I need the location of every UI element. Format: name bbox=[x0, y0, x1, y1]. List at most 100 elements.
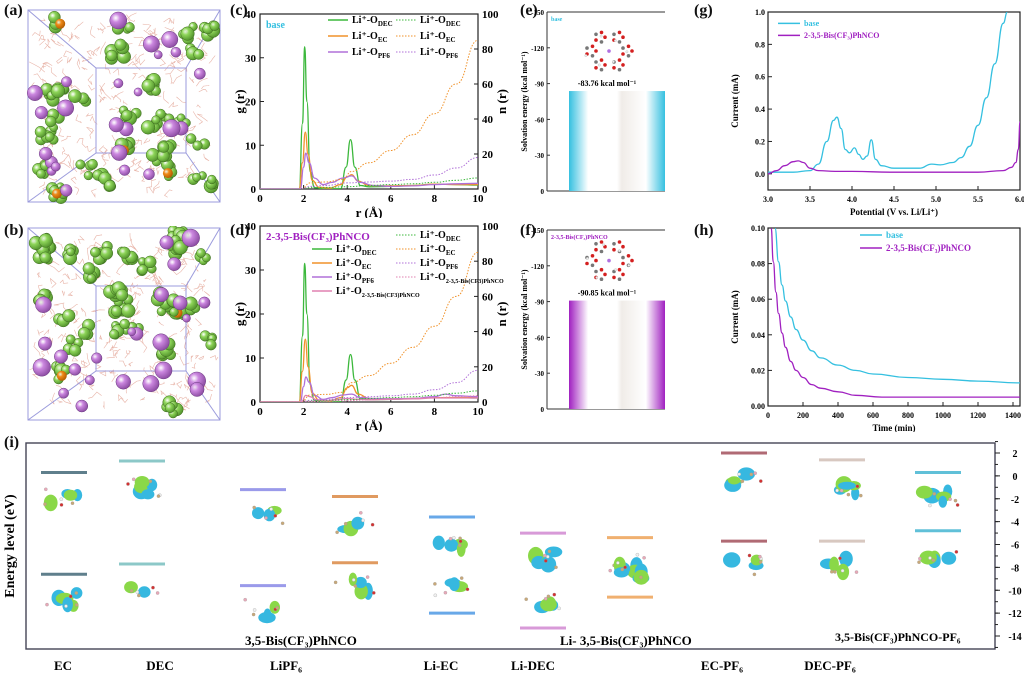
solvent-molecule bbox=[86, 50, 92, 57]
solvent-molecule bbox=[208, 381, 216, 389]
fluorine-atom-sphere bbox=[118, 246, 131, 259]
atom bbox=[840, 568, 845, 573]
atom bbox=[155, 591, 160, 595]
atom bbox=[594, 38, 598, 42]
x-axis-label: Time (min) bbox=[872, 423, 915, 432]
chart-title: base bbox=[551, 17, 563, 23]
atom bbox=[59, 497, 64, 501]
atom bbox=[252, 505, 256, 510]
legend-label: Li⁺-ODEC bbox=[420, 15, 461, 28]
y2-tick-label: 60 bbox=[482, 291, 494, 303]
atom bbox=[135, 590, 140, 594]
atom bbox=[612, 242, 616, 246]
atom bbox=[243, 597, 247, 602]
molecule-orbital-group bbox=[520, 531, 566, 630]
solvent-molecule bbox=[116, 263, 125, 276]
legend-label-main: Li⁺-O bbox=[336, 272, 362, 283]
atom bbox=[544, 559, 548, 563]
solvent-molecule bbox=[169, 54, 182, 65]
lithium-ion-sphere bbox=[198, 296, 211, 309]
solvent-molecule bbox=[196, 285, 204, 292]
panel-label-a: (a) bbox=[4, 2, 23, 19]
legend-label: Li⁺-OEC bbox=[420, 31, 456, 44]
atom bbox=[839, 488, 844, 493]
solvent-molecule bbox=[114, 349, 121, 359]
lithium-ion-sphere bbox=[119, 164, 131, 176]
solvent-molecule bbox=[195, 318, 202, 326]
panel-label-b: (b) bbox=[4, 222, 24, 239]
series-line-li-o-ec-g-r- bbox=[260, 338, 478, 402]
molecule-orbital-group bbox=[119, 459, 165, 598]
legend-label-sub: 2-3,5-Bis(CF3)PhNCO bbox=[362, 292, 420, 299]
atom bbox=[835, 488, 839, 493]
atom bbox=[621, 244, 625, 249]
fluorine-atom-sphere bbox=[140, 120, 156, 135]
legend-label-main: Li⁺-O bbox=[420, 47, 446, 58]
legend-label: Li⁺-OEC bbox=[336, 258, 372, 271]
atom bbox=[443, 590, 448, 595]
legend-label-main: Li⁺-O bbox=[420, 244, 446, 255]
atom bbox=[353, 584, 358, 588]
plot-frame bbox=[25, 442, 996, 650]
solvation-chart-f: 0 -30 -60 -90 -120 -150 Solvation energy (kcal… bbox=[520, 227, 665, 414]
atom bbox=[273, 514, 278, 518]
box-edge bbox=[27, 152, 97, 203]
solvent-molecule bbox=[132, 59, 139, 66]
atom bbox=[64, 604, 68, 608]
atom bbox=[546, 594, 551, 599]
atom bbox=[370, 522, 375, 527]
fluorine-atom-sphere bbox=[62, 309, 76, 323]
fluorine-atom-sphere bbox=[164, 402, 176, 413]
solvent-molecule bbox=[67, 291, 73, 296]
atom bbox=[749, 472, 754, 477]
solvent-molecule bbox=[168, 101, 179, 109]
solvent-molecule bbox=[153, 275, 157, 285]
legend-label-main: Li⁺-O bbox=[352, 15, 378, 26]
lithium-ion-sphere bbox=[161, 31, 179, 48]
solvent-molecule bbox=[85, 126, 94, 134]
y-tick-label: 0.2 bbox=[755, 137, 765, 146]
solvent-molecule bbox=[33, 73, 46, 82]
solvent-molecule bbox=[160, 390, 168, 397]
series-line-base bbox=[768, 12, 1008, 173]
solvent-molecule bbox=[184, 399, 191, 408]
solvent-molecule bbox=[38, 181, 46, 188]
atom bbox=[621, 261, 625, 266]
y-tick-label: -120 bbox=[531, 45, 544, 53]
series-line-base bbox=[774, 228, 1020, 384]
solvent-molecule bbox=[152, 274, 156, 282]
solvent-molecule bbox=[42, 61, 53, 66]
solvent-molecule bbox=[99, 96, 107, 103]
y-tick-label: -8 bbox=[1011, 563, 1019, 574]
y-tick-label: 0.10 bbox=[751, 224, 765, 233]
atom bbox=[948, 497, 952, 501]
solvent-molecule bbox=[143, 138, 151, 144]
solvent-molecule bbox=[92, 310, 98, 313]
x-tick-label: 4 bbox=[344, 406, 350, 418]
bar-value-label: -90.85 kcal mol⁻¹ bbox=[578, 289, 637, 298]
legend-label: Li⁺-ODEC bbox=[336, 244, 377, 257]
y2-tick-label: 100 bbox=[482, 9, 499, 21]
inner-label-additive-pf6: 3,5-Bis(CF₃)PhNCO-PF₆ bbox=[835, 630, 961, 644]
lumo-orbital-lobe bbox=[727, 476, 741, 485]
solvent-molecule bbox=[109, 345, 114, 352]
legend-label-sub: PF6 bbox=[446, 263, 459, 271]
box-inner-face bbox=[95, 285, 187, 372]
homo-orbital-lobe bbox=[941, 551, 957, 565]
atom bbox=[280, 521, 285, 526]
y-tick-label: 0.4 bbox=[755, 105, 765, 114]
solvent-molecule bbox=[58, 160, 71, 168]
lumo-orbital-lobe bbox=[838, 481, 856, 490]
x-tick-label: 0 bbox=[257, 406, 263, 418]
bottom-category-label: LiPF₆ bbox=[270, 658, 302, 673]
y-tick-label: -150 bbox=[531, 227, 544, 235]
x-tick-label: 4.5 bbox=[889, 195, 899, 204]
solvent-molecule bbox=[72, 310, 78, 316]
lithium-ion-sphere bbox=[172, 295, 188, 311]
solvent-molecule bbox=[168, 17, 172, 24]
solvent-molecule bbox=[57, 40, 64, 47]
atom bbox=[752, 572, 757, 577]
solvent-molecule bbox=[111, 91, 124, 99]
legend-label-main: Li⁺-O bbox=[336, 244, 362, 255]
lithium-ion-sphere bbox=[109, 11, 128, 30]
